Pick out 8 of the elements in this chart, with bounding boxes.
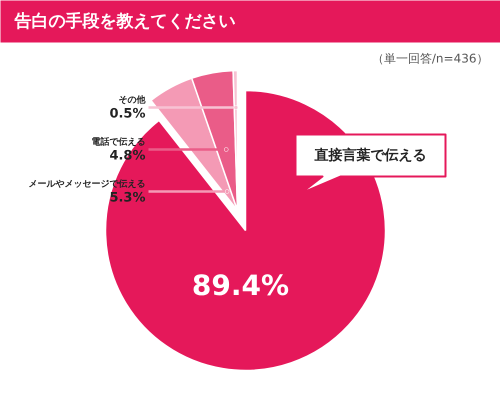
chart-title: 告白の手段を教えてください [14,12,236,32]
chart-subtitle: （単一回答/n=436） [372,52,488,66]
data-label: 0.5% [109,106,146,122]
data-label: 89.4% [192,269,290,302]
data-label: 5.3% [109,190,146,206]
slice-label: その他 [118,94,146,106]
slice-label: 電話で伝える [92,136,146,148]
slice-label: 直接言葉で伝える [314,146,426,164]
